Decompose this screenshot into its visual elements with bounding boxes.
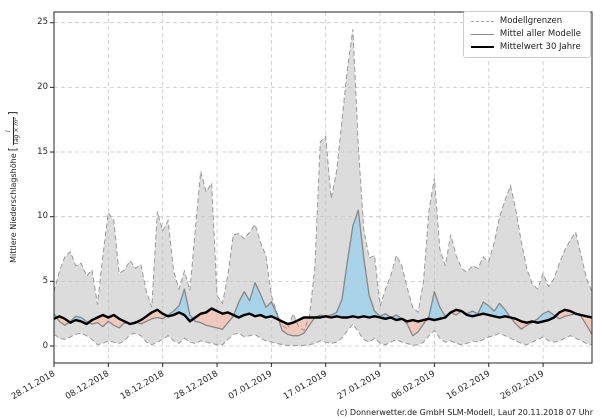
solid-line-icon: [470, 33, 494, 35]
copyright-note: (c) Donnerwetter.de GmbH SLM-Modell, Lau…: [336, 408, 593, 417]
unit-bracket-open: [: [5, 147, 19, 152]
legend-label: Mittelwert 30 Jahre: [499, 42, 581, 52]
y-tick-label: 25: [37, 17, 48, 28]
y-axis-label: Mittlere Niederschlagshöhe [ l Tag × m² …: [4, 77, 22, 297]
y-axis-label-text: Mittlere Niederschlagshöhe: [8, 153, 18, 263]
legend-item-mittelwert-30-jahre: Mittelwert 30 Jahre: [470, 42, 581, 52]
y-tick-label: 10: [37, 211, 48, 222]
legend-item-mittel-aller-modelle: Mittel aller Modelle: [470, 29, 581, 39]
mean-30y-line: [53, 307, 593, 326]
model-range-band: [54, 29, 592, 346]
plot-border: [53, 11, 593, 364]
y-tick-label: 0: [42, 340, 48, 351]
legend: Modellgrenzen Mittel aller Modelle Mitte…: [462, 11, 591, 58]
legend-label: Modellgrenzen: [499, 16, 563, 26]
dashed-line-icon: [470, 20, 494, 22]
y-tick-label: 20: [37, 81, 48, 92]
unit-denominator: Tag × m²: [12, 117, 20, 146]
legend-item-modellgrenzen: Modellgrenzen: [470, 16, 581, 26]
y-tick-label: 15: [37, 146, 48, 157]
legend-label: Mittel aller Modelle: [499, 29, 581, 39]
y-tick-label: 5: [42, 275, 48, 286]
thick-line-icon: [470, 46, 494, 48]
model-min-line: [53, 323, 593, 346]
unit-fraction: l Tag × m²: [5, 117, 20, 146]
unit-bracket-close: ]: [5, 111, 19, 116]
model-mean-line: [53, 209, 593, 337]
